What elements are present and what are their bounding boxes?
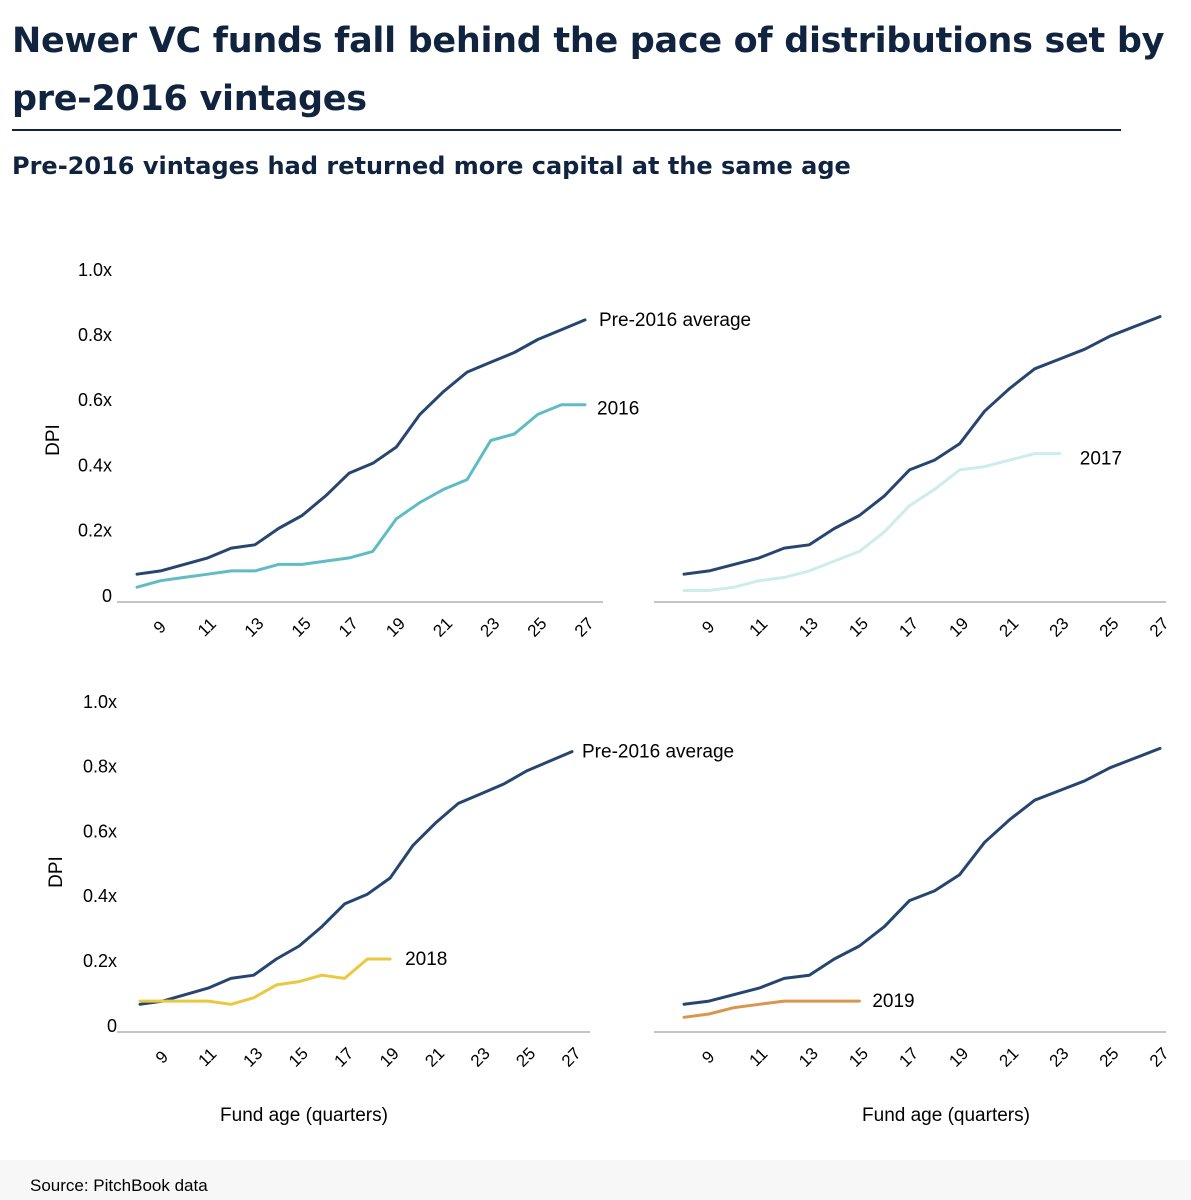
y-tick-label: 1.0x [83, 692, 117, 712]
series-line-pre-2016-average [682, 746, 1162, 1006]
series-line-pre-2016-average [682, 315, 1162, 576]
y-tick-label: 0.6x [78, 390, 112, 410]
x-tick-label: 25 [1096, 614, 1123, 641]
y-tick-label: 0.2x [83, 951, 117, 971]
series-label-pre-2016-average: Pre-2016 average [599, 310, 751, 331]
x-tick-label: 23 [1046, 1044, 1073, 1071]
chart-title: Newer VC funds fall behind the pace of d… [12, 21, 1165, 119]
x-tick-label: 11 [195, 1044, 221, 1070]
x-tick-label: 9 [698, 617, 718, 637]
y-tick-label: 1.0x [78, 260, 112, 280]
y-tick-label: 0 [102, 586, 112, 606]
x-tick-label: 17 [331, 1044, 358, 1071]
series-label-pre-2016-average: Pre-2016 average [582, 742, 734, 763]
series-line-2019 [682, 999, 861, 1019]
y-tick-label: 0.4x [83, 886, 117, 906]
x-tick-label: 15 [845, 614, 872, 641]
y-axis-title: DPI [43, 424, 64, 456]
chart-panel-top-right: 9 11 13 15 17 19 21 23 25 27 2017 [654, 315, 1173, 641]
x-tick-label: 21 [996, 1044, 1023, 1071]
x-tick-label: 23 [477, 614, 504, 641]
x-tick-label: 21 [421, 1044, 448, 1071]
y-tick-label: 0 [107, 1016, 117, 1036]
x-tick-label: 11 [194, 614, 220, 640]
x-tick-label: 25 [1096, 1044, 1123, 1071]
x-tick-label: 17 [895, 1044, 922, 1071]
y-tick-label: 0.2x [78, 521, 112, 541]
x-tick-label: 15 [285, 1044, 312, 1071]
series-line-pre-2016-average [138, 750, 574, 1006]
x-tick-label: 23 [1046, 614, 1073, 641]
x-tick-label: 15 [845, 1044, 872, 1071]
chart-panel-top-left: 9 11 13 15 17 19 21 23 25 27 0 0.2x 0.4x 0.6x 0.8x 1.0x… [43, 260, 751, 641]
x-tick-label: 19 [382, 614, 409, 641]
x-tick-label: 15 [288, 614, 315, 641]
y-tick-label: 0.6x [83, 821, 117, 841]
y-axis-title: DPI [46, 856, 67, 888]
series-line-2016 [135, 403, 587, 589]
x-tick-label: 11 [745, 614, 771, 640]
x-tick-label: 13 [795, 614, 822, 641]
x-tick-label: 13 [241, 614, 268, 641]
x-tick-label: 17 [895, 614, 922, 641]
x-tick-label: 27 [1146, 1044, 1173, 1071]
series-label-2016: 2016 [597, 399, 639, 420]
y-tick-label: 0.8x [78, 325, 112, 345]
chart-canvas: 9 11 13 15 17 19 21 23 25 27 0 0.2x 0.4x 0.6x 0.8x 1.0x… [43, 260, 1173, 1126]
x-tick-label: 9 [150, 617, 170, 637]
x-axis-title: Fund age (quarters) [220, 1105, 388, 1126]
x-tick-label: 21 [996, 614, 1023, 641]
x-tick-label: 13 [795, 1044, 822, 1071]
x-tick-label: 23 [467, 1044, 494, 1071]
x-tick-label: 17 [335, 614, 362, 641]
x-tick-label: 11 [745, 1044, 771, 1070]
title-divider [12, 129, 1121, 131]
x-tick-label: 19 [945, 1044, 972, 1071]
series-line-pre-2016-average [135, 318, 587, 576]
x-axis-title: Fund age (quarters) [862, 1105, 1030, 1126]
x-tick-label: 21 [429, 614, 456, 641]
x-tick-label: 27 [571, 614, 598, 641]
y-tick-label: 0.8x [83, 757, 117, 777]
series-line-2018 [138, 957, 392, 1006]
footer-bar [0, 1160, 1191, 1200]
source-note: Source: PitchBook data [30, 1176, 208, 1195]
x-tick-label: 27 [558, 1044, 585, 1071]
x-tick-label: 19 [945, 614, 972, 641]
y-tick-label: 0.4x [78, 455, 112, 475]
x-tick-label: 9 [152, 1047, 172, 1067]
x-tick-label: 19 [376, 1044, 403, 1071]
x-tick-label: 27 [1146, 614, 1173, 641]
series-line-2017 [682, 452, 1062, 592]
x-tick-label: 13 [240, 1044, 267, 1071]
series-label-2017: 2017 [1080, 449, 1122, 470]
x-tick-label: 9 [698, 1047, 718, 1067]
chart-subtitle: Pre-2016 vintages had returned more capi… [12, 152, 851, 180]
chart-panel-bottom-left: 9 11 13 15 17 19 21 23 25 27 0 0.2x 0.4x 0.6x 0.8x 1.0x… [46, 692, 734, 1126]
series-label-2018: 2018 [405, 949, 447, 970]
x-tick-label: 25 [512, 1044, 539, 1071]
series-label-2019: 2019 [872, 991, 914, 1012]
chart-panel-bottom-right: 9 11 13 15 17 19 21 23 25 27 Fund age (quarters) 20… [654, 746, 1173, 1126]
x-tick-label: 25 [524, 614, 551, 641]
